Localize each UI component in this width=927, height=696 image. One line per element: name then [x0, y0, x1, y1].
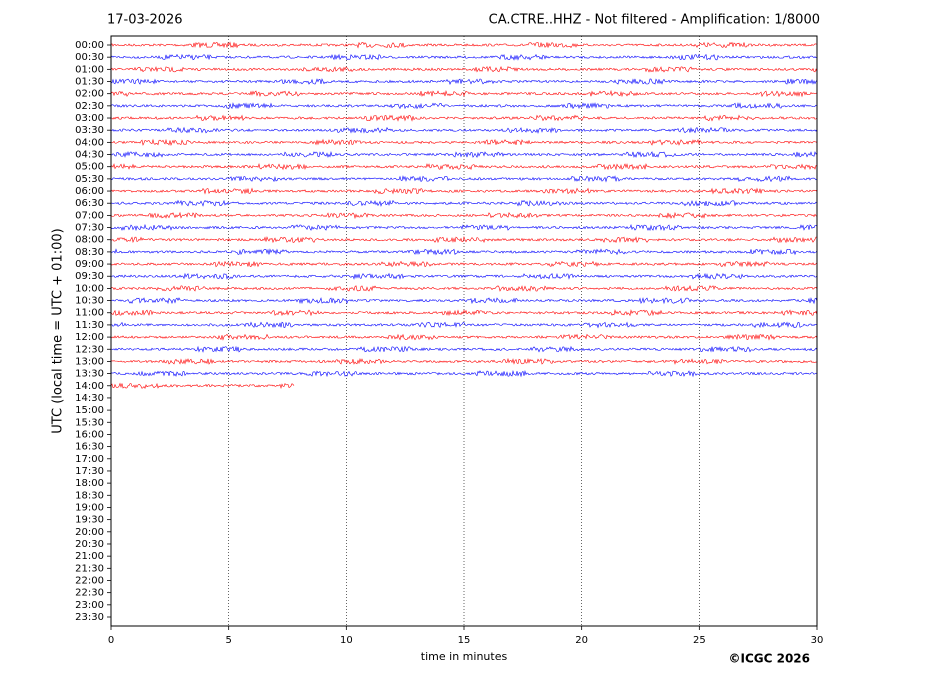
y-tick-label: 16:30	[75, 442, 104, 453]
y-tick-label: 12:00	[75, 332, 104, 343]
trace	[110, 297, 818, 305]
x-tick-label: 15	[458, 635, 471, 646]
y-tick-label: 03:30	[75, 125, 104, 136]
chart-date: 17-03-2026	[107, 13, 183, 28]
trace	[110, 114, 818, 122]
y-tick-label: 04:00	[75, 137, 104, 148]
trace	[110, 345, 818, 353]
y-tick-label: 17:00	[75, 454, 104, 465]
y-tick-label: 06:00	[75, 186, 104, 197]
plot-frame	[110, 35, 818, 627]
y-tick-label: 22:30	[75, 588, 104, 599]
x-tick-label: 5	[225, 635, 231, 646]
y-tick-label: 19:30	[75, 515, 104, 526]
trace	[110, 321, 818, 329]
trace	[110, 357, 818, 365]
x-tick-label: 0	[108, 635, 114, 646]
y-tick-label: 00:00	[75, 40, 104, 51]
y-tick-label: 22:00	[75, 575, 104, 586]
trace	[110, 382, 295, 390]
y-tick-label: 06:30	[75, 198, 104, 209]
y-tick-label: 17:30	[75, 466, 104, 477]
y-tick-label: 08:00	[75, 235, 104, 246]
x-tick-label: 10	[340, 635, 353, 646]
trace	[110, 308, 818, 317]
y-tick-label: 11:30	[75, 320, 104, 331]
trace	[110, 175, 818, 183]
y-tick-label: 07:30	[75, 223, 104, 234]
trace	[110, 199, 818, 207]
y-tick-label: 01:30	[75, 77, 104, 88]
trace	[110, 272, 818, 280]
y-tick-label: 04:30	[75, 150, 104, 161]
y-tick-label: 18:00	[75, 478, 104, 489]
y-tick-label: 10:30	[75, 296, 104, 307]
y-tick-label: 14:30	[75, 393, 104, 404]
y-tick-label: 12:30	[75, 344, 104, 355]
y-tick-label: 19:00	[75, 502, 104, 513]
chart-title: CA.CTRE..HHZ - Not filtered - Amplificat…	[489, 13, 820, 28]
x-tick-label: 20	[575, 635, 588, 646]
y-tick-label: 13:00	[75, 356, 104, 367]
trace	[110, 138, 818, 146]
y-tick-label: 05:00	[75, 162, 104, 173]
y-tick-label: 21:30	[75, 563, 104, 574]
y-tick-label: 18:30	[75, 490, 104, 501]
trace	[110, 78, 818, 85]
y-tick-label: 09:30	[75, 271, 104, 282]
trace	[110, 285, 818, 292]
credit: ©ICGC 2026	[728, 652, 810, 666]
y-tick-label: 05:30	[75, 174, 104, 185]
y-tick-label: 01:00	[75, 64, 104, 75]
trace	[110, 102, 818, 110]
trace	[110, 41, 818, 49]
trace	[110, 89, 818, 98]
y-tick-label: 11:00	[75, 308, 104, 319]
y-tick-label: 15:30	[75, 417, 104, 428]
trace	[110, 236, 818, 244]
trace	[110, 369, 818, 378]
trace	[110, 65, 818, 73]
y-tick-label: 14:00	[75, 381, 104, 392]
trace	[110, 162, 818, 171]
y-tick-label: 09:00	[75, 259, 104, 270]
trace	[110, 151, 818, 158]
y-tick-label: 02:30	[75, 101, 104, 112]
y-tick-label: 23:00	[75, 600, 104, 611]
trace	[110, 211, 818, 220]
y-tick-label: 21:00	[75, 551, 104, 562]
y-tick-label: 10:00	[75, 283, 104, 294]
trace	[110, 333, 818, 341]
trace	[110, 187, 818, 195]
y-tick-label: 00:30	[75, 52, 104, 63]
y-axis-label: UTC (local time = UTC + 01:00)	[51, 228, 66, 433]
trace	[110, 223, 818, 232]
trace	[110, 126, 818, 134]
y-tick-label: 23:30	[75, 612, 104, 623]
y-tick-label: 13:30	[75, 369, 104, 380]
y-tick-label: 08:30	[75, 247, 104, 258]
y-tick-label: 03:00	[75, 113, 104, 124]
x-tick-label: 25	[693, 635, 706, 646]
x-axis-label: time in minutes	[421, 650, 508, 663]
y-tick-label: 02:00	[75, 89, 104, 100]
y-tick-label: 20:30	[75, 539, 104, 550]
y-tick-label: 07:00	[75, 210, 104, 221]
x-tick-label: 30	[811, 635, 824, 646]
y-tick-label: 16:00	[75, 429, 104, 440]
trace	[110, 260, 818, 268]
y-tick-label: 20:00	[75, 527, 104, 538]
y-tick-label: 15:00	[75, 405, 104, 416]
trace	[110, 53, 818, 61]
trace	[110, 248, 818, 256]
